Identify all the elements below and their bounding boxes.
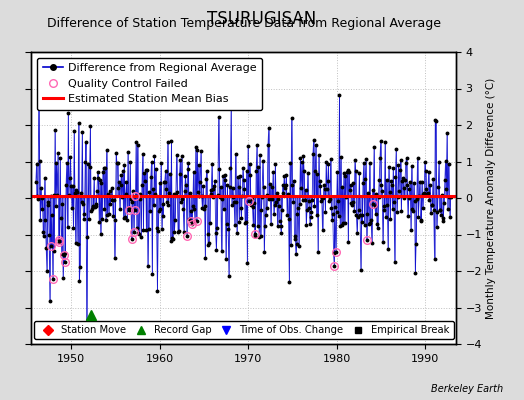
- Title: Difference of Station Temperature Data from Regional Average: Difference of Station Temperature Data f…: [47, 17, 441, 30]
- Text: TSURUGISAN: TSURUGISAN: [208, 10, 316, 28]
- Legend: Station Move, Record Gap, Time of Obs. Change, Empirical Break: Station Move, Record Gap, Time of Obs. C…: [34, 321, 454, 339]
- Text: Berkeley Earth: Berkeley Earth: [431, 384, 503, 394]
- Y-axis label: Monthly Temperature Anomaly Difference (°C): Monthly Temperature Anomaly Difference (…: [486, 77, 496, 319]
